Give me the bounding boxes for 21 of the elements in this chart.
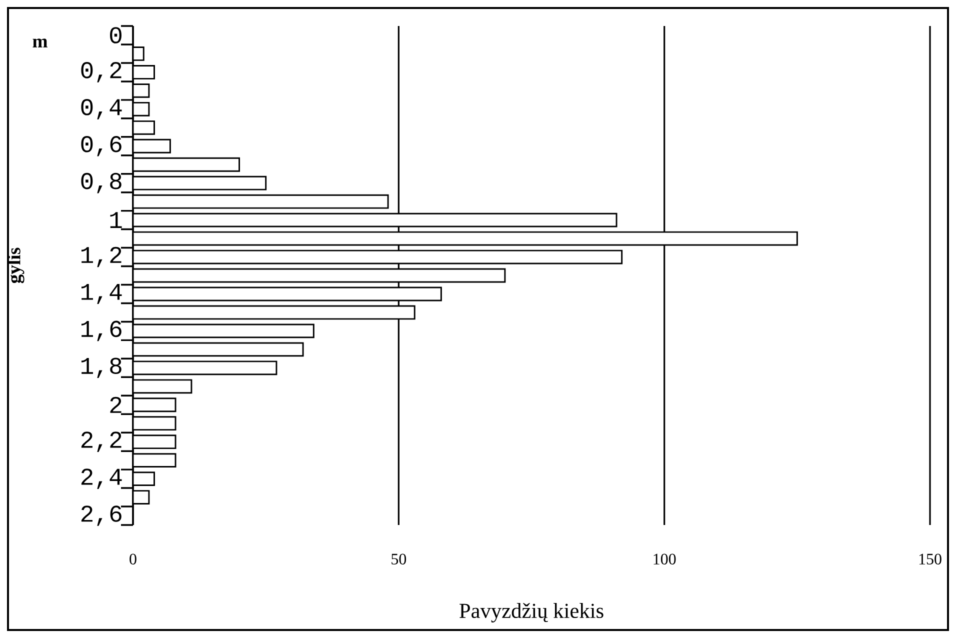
y-axis-title: gylis: [7, 248, 24, 284]
y-tick-label: 1,2: [81, 246, 122, 268]
y-tick-label: 0,6: [81, 136, 122, 156]
x-tick-label: 100: [654, 554, 676, 565]
y-tick-label: 0,2: [81, 62, 122, 82]
y-tick-label: 1,8: [81, 358, 122, 378]
x-axis-title: Pavyzdžių kiekis: [460, 603, 604, 622]
text: m: [32, 38, 48, 48]
y-tick-label: 2,4: [81, 468, 122, 489]
y-tick-label: 1,6: [81, 320, 122, 342]
y-tick-label: 2: [110, 396, 122, 413]
y-tick-label: 0: [110, 27, 122, 44]
y-tick-label: 1: [110, 212, 122, 228]
x-tick-label: 0: [130, 554, 136, 565]
y-tick-label: 1,4: [81, 284, 122, 304]
y-tick-label: 0,8: [81, 172, 122, 194]
y-tick-label: 2,6: [81, 506, 122, 526]
y-tick-label: 2,2: [81, 432, 122, 452]
x-tick-label: 150: [919, 554, 942, 565]
y-tick-label: 0,4: [81, 99, 122, 120]
x-tick-label: 50: [392, 554, 406, 565]
